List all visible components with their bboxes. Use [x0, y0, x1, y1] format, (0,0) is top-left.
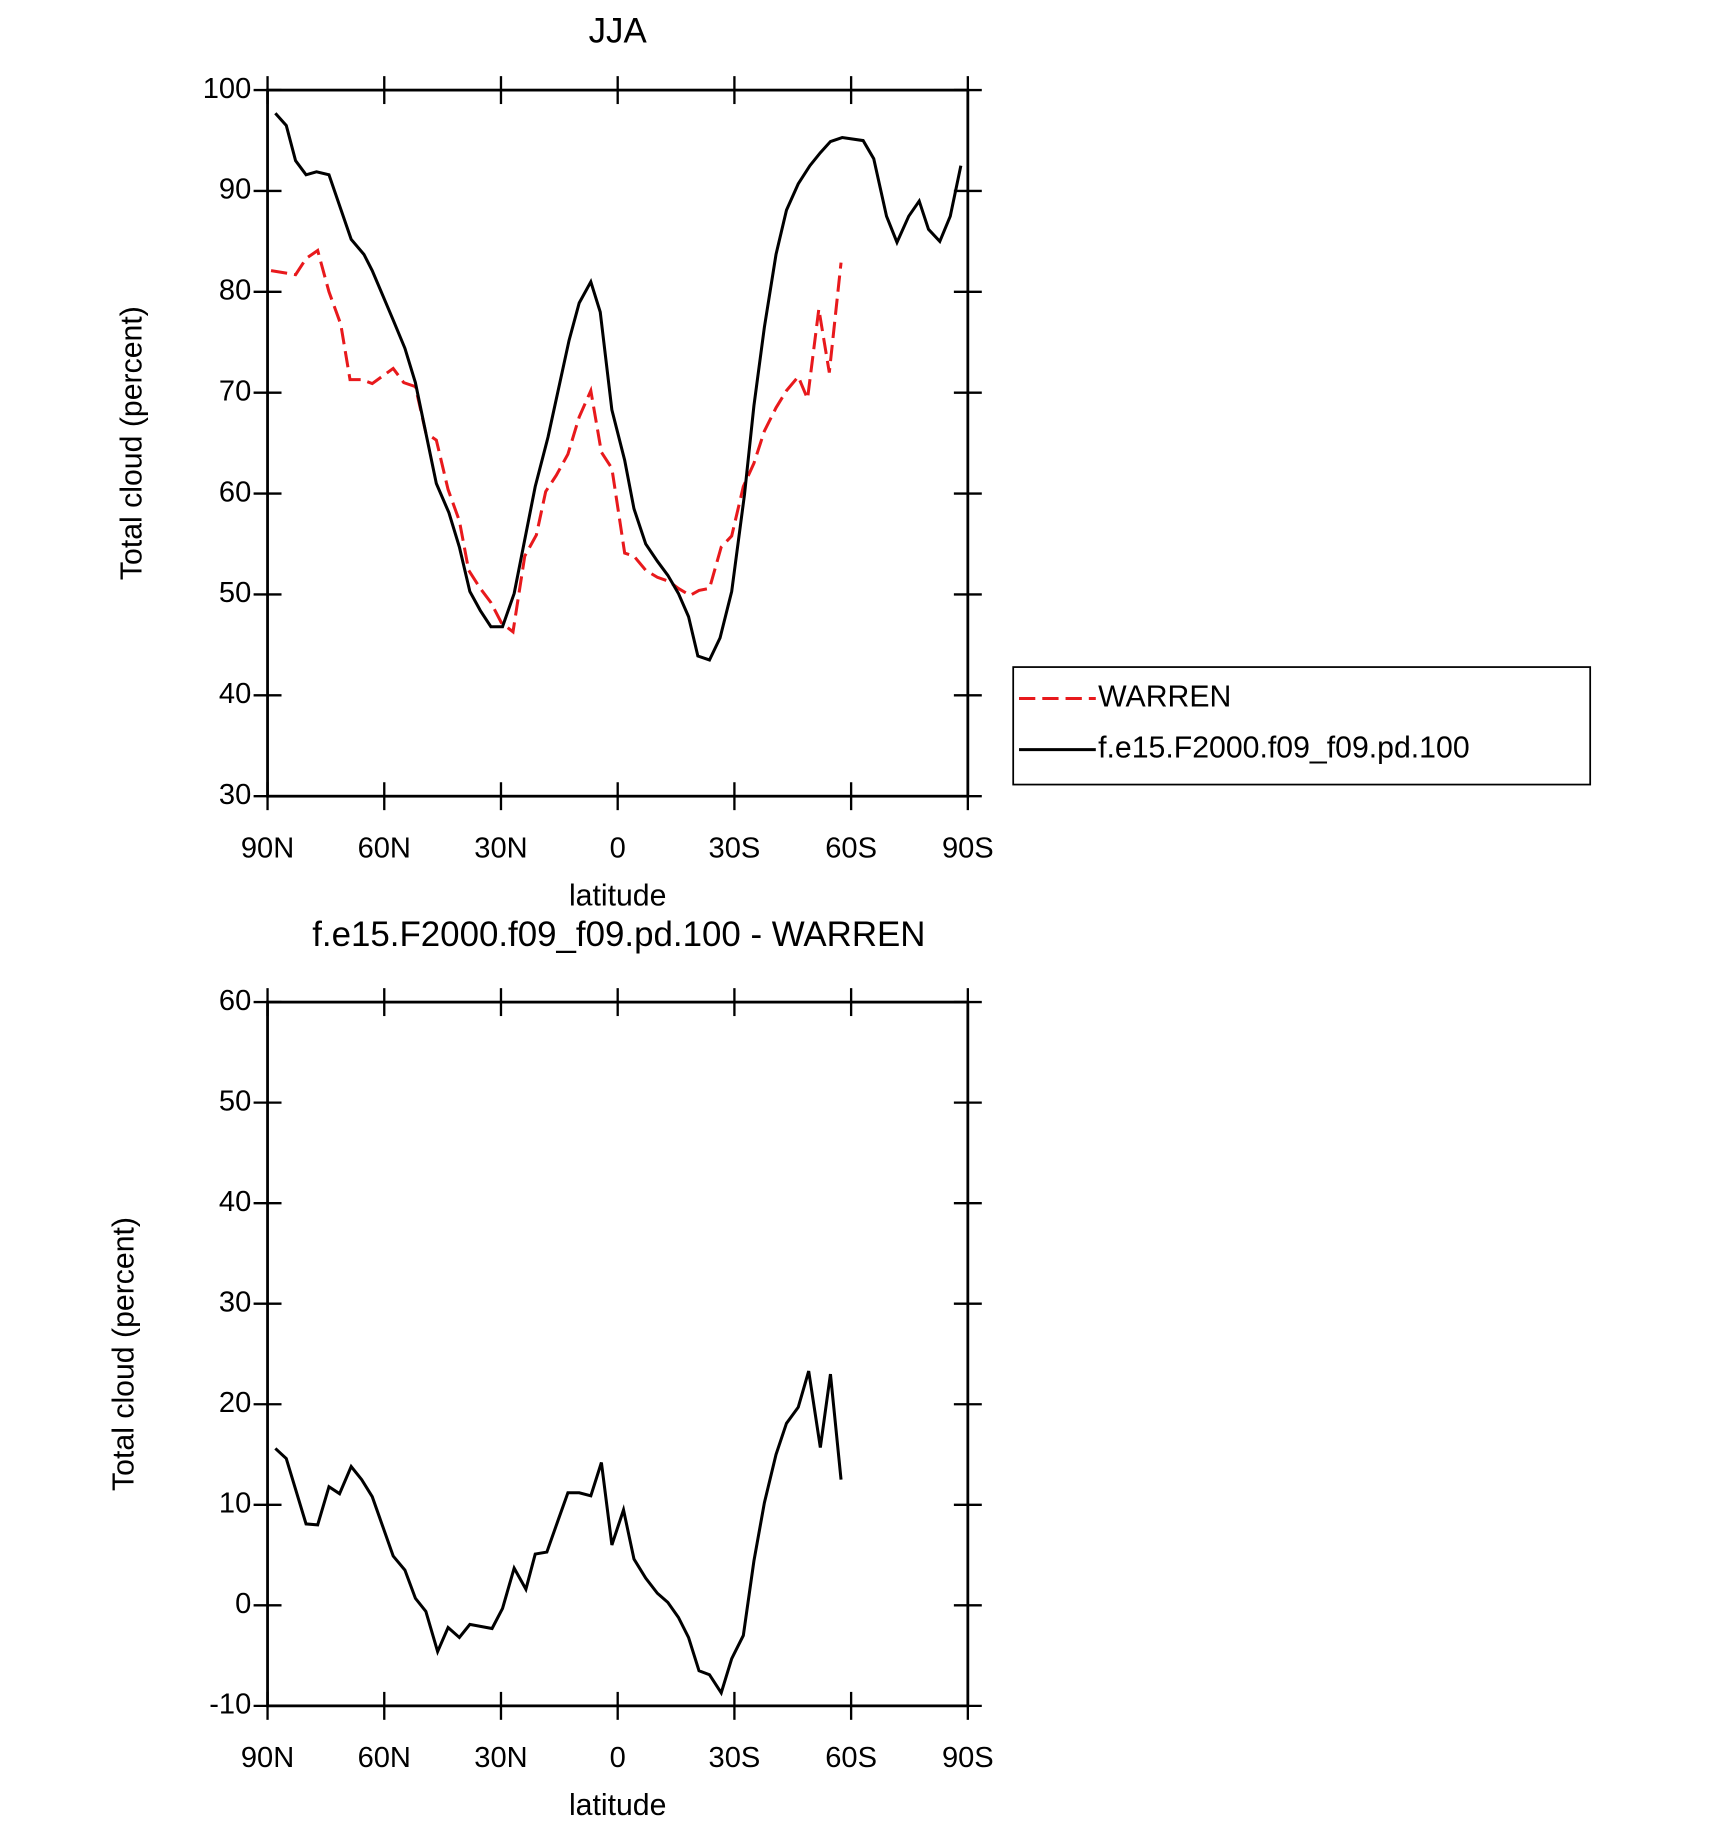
x-tick-label: 30S: [709, 1742, 761, 1774]
y-tick-label: 70: [219, 375, 251, 407]
legend-label: f.e15.F2000.f09_f09.pd.100: [1098, 732, 1470, 765]
data-line: [274, 112, 963, 662]
chart-title: f.e15.F2000.f09_f09.pd.100 - WARREN: [312, 915, 925, 954]
legend-label: WARREN: [1098, 680, 1231, 713]
y-tick-label: 10: [219, 1487, 251, 1519]
x-tick-label: 60N: [358, 832, 411, 864]
y-tick-label: 60: [219, 476, 251, 508]
x-tick-label: 60S: [825, 1742, 877, 1774]
y-tick-label: 60: [219, 985, 251, 1017]
x-tick-label: 0: [610, 1742, 626, 1774]
x-axis-label: latitude: [569, 1789, 667, 1822]
x-tick-label: 60N: [358, 1742, 411, 1774]
y-tick-label: 50: [219, 1085, 251, 1117]
x-tick-label: 90S: [942, 1742, 994, 1774]
y-tick-label: 40: [219, 1186, 251, 1218]
x-tick-label: 30S: [709, 832, 761, 864]
y-axis-label: Total cloud (percent): [108, 1217, 141, 1491]
data-line: [274, 1370, 843, 1697]
x-tick-label: 60S: [825, 832, 877, 864]
plot-frame: [266, 1000, 970, 1708]
x-tick-label: 30N: [474, 832, 527, 864]
y-tick-label: 100: [203, 73, 252, 105]
chart-title: JJA: [589, 11, 648, 50]
y-tick-label: 90: [219, 174, 251, 206]
data-line: [270, 248, 843, 635]
y-axis-label: Total cloud (percent): [116, 306, 149, 580]
x-tick-label: 90S: [942, 832, 994, 864]
y-tick-label: 20: [219, 1387, 251, 1419]
y-tick-label: 30: [219, 779, 251, 811]
x-tick-label: 30N: [474, 1742, 527, 1774]
y-tick-label: -10: [209, 1689, 251, 1721]
y-tick-label: 40: [219, 678, 251, 710]
y-tick-label: 80: [219, 275, 251, 307]
legend-box: [1012, 666, 1592, 786]
x-axis-label: latitude: [569, 879, 667, 912]
plot-frame: [266, 88, 970, 798]
x-tick-label: 90N: [241, 832, 294, 864]
x-tick-label: 90N: [241, 1742, 294, 1774]
x-tick-label: 0: [610, 832, 626, 864]
y-tick-label: 50: [219, 577, 251, 609]
y-tick-label: 0: [235, 1588, 251, 1620]
y-tick-label: 30: [219, 1286, 251, 1318]
